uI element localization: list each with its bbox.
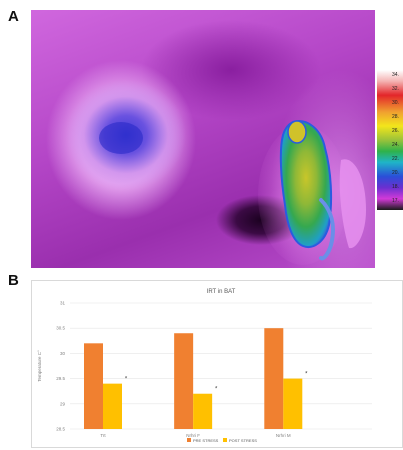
- bar-post-stress: [193, 393, 213, 429]
- thermal-image: [31, 10, 375, 268]
- bar-post-stress: [103, 383, 122, 429]
- colorbar-tick: 17.: [392, 198, 399, 204]
- thermal-rat-figure: [99, 120, 366, 265]
- y-tick-label: 31: [60, 301, 66, 306]
- colorbar-tick: 28.: [392, 114, 399, 120]
- y-tick-label: 30: [60, 351, 66, 356]
- legend-entry: POST STRESS: [229, 438, 257, 443]
- legend-swatch: [223, 438, 227, 442]
- significance-marker: *: [215, 387, 218, 393]
- y-tick-label: 29: [60, 401, 66, 406]
- colorbar-tick: 20.: [392, 170, 399, 176]
- bar-pre-stress: [264, 328, 284, 429]
- panel-a-label: A: [8, 8, 19, 25]
- colorbar-tick: 32.: [392, 86, 399, 92]
- colorbar-tick: 34.: [392, 72, 399, 78]
- temperature-colorbar: [377, 70, 403, 210]
- panel-b-label: B: [8, 272, 19, 289]
- x-tick-label: Nrhri F: [186, 433, 200, 438]
- bar-pre-stress: [174, 333, 194, 429]
- bar-chart: IRT in BAT 31 30.5 30 29.5 29 28.5 Temperature …: [31, 280, 403, 448]
- chart-title: IRT in BAT: [207, 289, 236, 295]
- legend-entry: PRE STRESS: [193, 438, 219, 443]
- x-tick-label: Trt: [100, 433, 106, 438]
- legend-swatch: [187, 438, 191, 442]
- bar-post-stress: [283, 378, 303, 429]
- colorbar-tick: 22.: [392, 156, 399, 162]
- x-tick-label: Nrhri M: [276, 433, 291, 438]
- colorbar-tick: 24.: [392, 142, 399, 148]
- bar-chart-svg: IRT in BAT 31 30.5 30 29.5 29 28.5 Temperature …: [37, 289, 372, 443]
- significance-marker: *: [125, 377, 128, 383]
- colorbar-tick: 18.: [392, 184, 399, 190]
- bar-pre-stress: [84, 343, 103, 429]
- y-tick-label: 28.5: [56, 427, 65, 432]
- y-tick-label: 29.5: [56, 376, 65, 381]
- y-axis-label: Temperature C°: [37, 350, 42, 382]
- significance-marker: *: [305, 372, 308, 378]
- colorbar-tick: 26.: [392, 128, 399, 134]
- y-tick-label: 30.5: [56, 326, 65, 331]
- colorbar-tick: 30.: [392, 100, 399, 106]
